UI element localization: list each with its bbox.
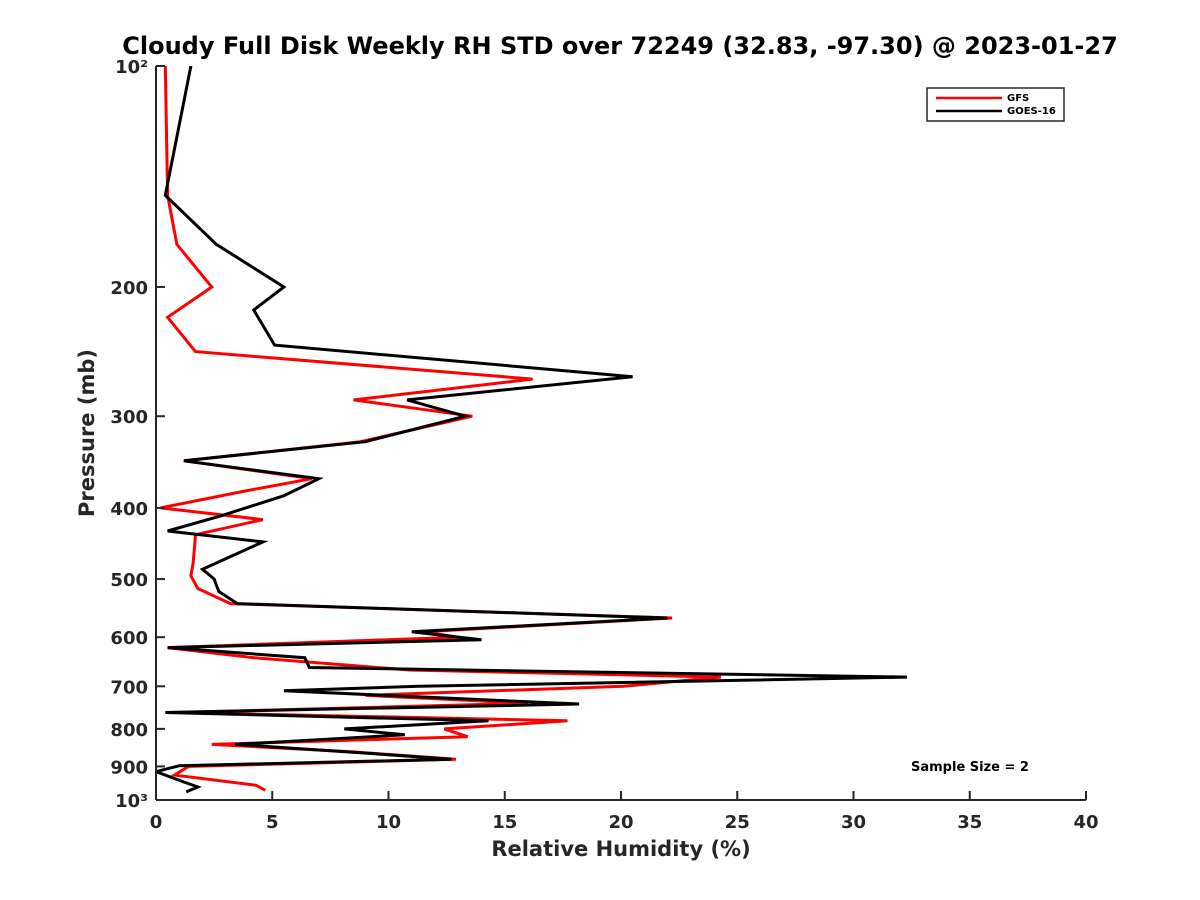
chart-title: Cloudy Full Disk Weekly RH STD over 7224… xyxy=(122,32,1118,60)
x-ticks: 0 5 10 15 20 25 30 35 40 xyxy=(150,791,1099,833)
x-tick-label: 30 xyxy=(841,812,866,833)
y-ticks: 10² 200 300 400 500 600 700 800 900 10³ xyxy=(110,57,165,812)
plot-area xyxy=(156,66,908,794)
y-axis-label: Pressure (mb) xyxy=(75,349,99,517)
y-tick-label: 800 xyxy=(110,720,148,741)
x-tick-label: 40 xyxy=(1073,812,1098,833)
y-tick-label: 10² xyxy=(115,57,148,78)
y-tick-label: 900 xyxy=(110,757,148,778)
y-tick-label: 10³ xyxy=(115,791,148,812)
y-tick-label: 500 xyxy=(110,570,148,591)
y-tick-label: 200 xyxy=(110,278,148,299)
legend-gfs-label: GFS xyxy=(1007,93,1029,104)
series-layer xyxy=(156,66,908,794)
x-tick-label: 20 xyxy=(608,812,633,833)
series-line-gfs xyxy=(160,66,722,792)
y-tick-label: 300 xyxy=(110,407,148,428)
x-axis-label: Relative Humidity (%) xyxy=(491,837,750,861)
x-tick-label: 5 xyxy=(266,812,279,833)
y-tick-label: 600 xyxy=(110,628,148,649)
legend-goes16-label: GOES-16 xyxy=(1007,106,1056,117)
y-tick-label: 700 xyxy=(110,677,148,698)
y-tick-label: 400 xyxy=(110,499,148,520)
sample-size-annotation: Sample Size = 2 xyxy=(911,760,1029,775)
legend[interactable]: GFS GOES-16 xyxy=(926,87,1065,122)
x-tick-label: 15 xyxy=(492,812,517,833)
legend-box xyxy=(926,87,1065,122)
x-tick-label: 25 xyxy=(725,812,750,833)
x-tick-label: 0 xyxy=(150,812,163,833)
x-tick-label: 35 xyxy=(957,812,982,833)
series-line-goes-16 xyxy=(156,66,908,794)
x-tick-label: 10 xyxy=(376,812,401,833)
